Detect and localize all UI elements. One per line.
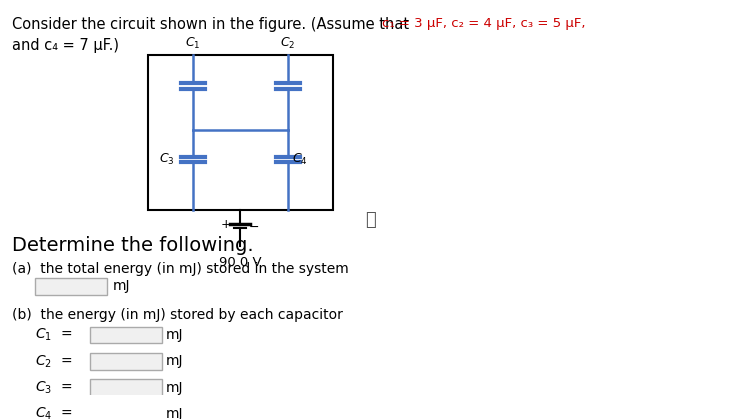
Text: +: +: [220, 218, 231, 231]
FancyBboxPatch shape: [90, 326, 162, 344]
FancyBboxPatch shape: [90, 379, 162, 396]
Text: Determine the following.: Determine the following.: [12, 236, 254, 255]
Text: mJ: mJ: [166, 328, 184, 342]
Bar: [148, 55, 333, 210]
Text: $C_2$: $C_2$: [280, 36, 296, 51]
Text: $C_2$  =: $C_2$ =: [35, 353, 72, 370]
Text: $C_4$  =: $C_4$ =: [35, 406, 72, 419]
FancyBboxPatch shape: [90, 353, 162, 370]
Text: mJ: mJ: [166, 354, 184, 368]
Text: (b)  the energy (in mJ) stored by each capacitor: (b) the energy (in mJ) stored by each ca…: [12, 308, 343, 322]
Text: mJ: mJ: [113, 279, 130, 293]
FancyBboxPatch shape: [90, 406, 162, 419]
Text: ⓘ: ⓘ: [364, 211, 375, 229]
Text: (a)  the total energy (in mJ) stored in the system: (a) the total energy (in mJ) stored in t…: [12, 262, 349, 277]
Text: $C_3$: $C_3$: [160, 152, 175, 167]
Text: −: −: [249, 221, 259, 234]
Text: c₁ = 3 μF, c₂ = 4 μF, c₃ = 5 μF,: c₁ = 3 μF, c₂ = 4 μF, c₃ = 5 μF,: [382, 17, 586, 30]
Text: $C_1$: $C_1$: [185, 36, 201, 51]
FancyBboxPatch shape: [35, 278, 107, 295]
Text: and c₄ = 7 μF.): and c₄ = 7 μF.): [12, 38, 119, 53]
Text: mJ: mJ: [166, 381, 184, 395]
Text: 90.0 V: 90.0 V: [219, 256, 261, 269]
Text: $C_3$  =: $C_3$ =: [35, 380, 72, 396]
Text: mJ: mJ: [166, 407, 184, 419]
Text: $C_1$  =: $C_1$ =: [35, 327, 72, 343]
Text: $C_4$: $C_4$: [292, 152, 308, 167]
Text: Consider the circuit shown in the figure. (Assume that: Consider the circuit shown in the figure…: [12, 17, 414, 32]
